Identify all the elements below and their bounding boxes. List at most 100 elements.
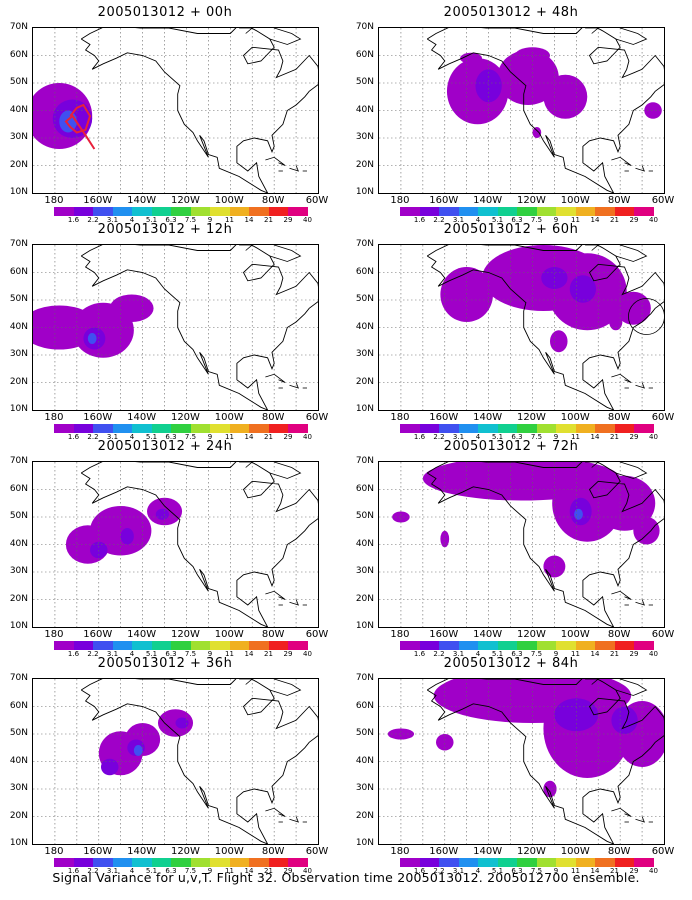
colorbar-swatch xyxy=(54,424,74,433)
colorbar-label: 2.2 xyxy=(87,650,99,658)
island-outline xyxy=(585,28,599,34)
map-svg xyxy=(379,679,664,844)
lon-tick-label: 120W xyxy=(516,846,546,857)
lon-tick-label: 60W xyxy=(651,629,675,640)
colorbar-label: 3.1 xyxy=(452,433,465,441)
lat-tick-label: 60N xyxy=(355,266,374,277)
colorbar-swatch xyxy=(112,424,132,433)
colorbar-swatch xyxy=(73,641,93,650)
signal-contour xyxy=(497,50,559,105)
island-outline xyxy=(289,382,299,389)
lat-tick-label: 70N xyxy=(355,22,374,32)
lon-tick-label: 160W xyxy=(83,195,113,206)
map-svg xyxy=(379,245,664,410)
lat-tick-label: 60N xyxy=(9,700,28,711)
colorbar-label: 3.1 xyxy=(452,650,465,658)
map-panel-24h: 2005013012 + 24h 70N 60N 50N 40N 30N 20N 10N 18… xyxy=(0,439,330,658)
island-outline xyxy=(611,807,632,817)
colorbar-swatch xyxy=(595,207,615,216)
lon-tick-label: 120W xyxy=(170,412,200,423)
colorbar-label: 40 xyxy=(649,216,658,224)
colorbar-label: 3.1 xyxy=(106,650,119,658)
colorbar-swatch xyxy=(614,858,634,867)
colorbar-swatch xyxy=(556,858,576,867)
colorbar-label: 14 xyxy=(244,216,254,224)
colorbar-swatch xyxy=(151,858,171,867)
lat-tick-label: 60N xyxy=(355,483,374,494)
colorbar-label: 4 xyxy=(129,867,135,875)
lat-tick-label: 40N xyxy=(355,104,374,115)
colorbar-label: 5.1 xyxy=(145,216,158,224)
lon-tick-label: 120W xyxy=(170,629,200,640)
lat-tick-label: 70N xyxy=(9,22,28,32)
island-outline xyxy=(239,245,253,251)
lon-tick-label: 140W xyxy=(473,629,503,640)
signal-contour xyxy=(644,102,662,119)
colorbar-swatch xyxy=(54,207,74,216)
colorbar-swatch xyxy=(595,424,615,433)
island-outline xyxy=(289,816,299,823)
coastline xyxy=(80,28,318,193)
colorbar-swatch xyxy=(478,858,498,867)
colorbar-label: 40 xyxy=(649,433,658,441)
colorbar-label: 29 xyxy=(283,867,293,875)
lon-tick-label: 80W xyxy=(261,846,285,857)
lat-tick-label: 40N xyxy=(9,755,28,766)
colorbar-label: 40 xyxy=(303,867,312,875)
map-panel-60h: 2005013012 + 60h 70N 60N 50N 40N 30N 20N 10N 18… xyxy=(346,222,676,441)
lon-tick-label: 180 xyxy=(44,629,64,640)
lat-tick-label: 20N xyxy=(355,376,374,387)
lon-tick-label: 180 xyxy=(390,846,410,857)
colorbar-label: 3.1 xyxy=(106,867,119,875)
island-outline xyxy=(615,462,648,479)
colorbar-label: 3.1 xyxy=(106,216,119,224)
map-area xyxy=(378,27,665,194)
colorbar-label: 11 xyxy=(225,650,234,658)
colorbar-swatch xyxy=(288,858,308,867)
lon-tick-label: 120W xyxy=(516,629,546,640)
lat-tick-label: 60N xyxy=(355,49,374,60)
colorbar-label: 5.1 xyxy=(491,650,504,658)
colorbar-label: 6.3 xyxy=(511,433,523,441)
colorbar-label: 6.3 xyxy=(165,650,177,658)
lat-tick-label: 20N xyxy=(9,593,28,604)
signal-contour xyxy=(109,294,154,322)
lon-tick-label: 60W xyxy=(305,195,329,206)
colorbar-swatch xyxy=(497,207,517,216)
colorbar-label: 7.5 xyxy=(530,433,543,441)
colorbar xyxy=(54,207,308,216)
lon-tick-label: 100W xyxy=(560,195,590,206)
colorbar-swatch xyxy=(171,207,191,216)
colorbar-label: 21 xyxy=(264,867,273,875)
signal-contour xyxy=(120,528,134,545)
lat-tick-label: 50N xyxy=(355,294,374,304)
colorbar-label: 4 xyxy=(129,216,135,224)
colorbar xyxy=(54,858,308,867)
lat-tick-label: 10N xyxy=(9,621,28,631)
colorbar-swatch xyxy=(478,424,498,433)
colorbar xyxy=(54,641,308,650)
lon-tick-label: 100W xyxy=(214,195,244,206)
lat-tick-label: 50N xyxy=(9,728,28,738)
island-outline xyxy=(611,373,632,383)
colorbar-swatch xyxy=(614,641,634,650)
island-outline xyxy=(635,382,645,389)
lat-tick-label: 20N xyxy=(355,159,374,170)
lat-tick-label: 30N xyxy=(9,349,28,359)
colorbar-swatch xyxy=(249,207,269,216)
lon-tick-label: 100W xyxy=(560,629,590,640)
map-area xyxy=(32,27,319,194)
colorbar-label: 21 xyxy=(610,867,619,875)
colorbar-label: 6.3 xyxy=(511,867,523,875)
island-outline xyxy=(615,28,648,45)
colorbar-swatch xyxy=(575,641,595,650)
colorbar-swatch xyxy=(268,424,288,433)
lat-tick-label: 20N xyxy=(9,159,28,170)
lon-tick-label: 100W xyxy=(214,412,244,423)
colorbar-label: 3.1 xyxy=(452,867,465,875)
island-outline xyxy=(611,156,632,166)
coastline xyxy=(426,245,664,410)
colorbar-swatch xyxy=(614,424,634,433)
lat-tick-label: 10N xyxy=(9,187,28,197)
colorbar-swatch xyxy=(634,207,654,216)
